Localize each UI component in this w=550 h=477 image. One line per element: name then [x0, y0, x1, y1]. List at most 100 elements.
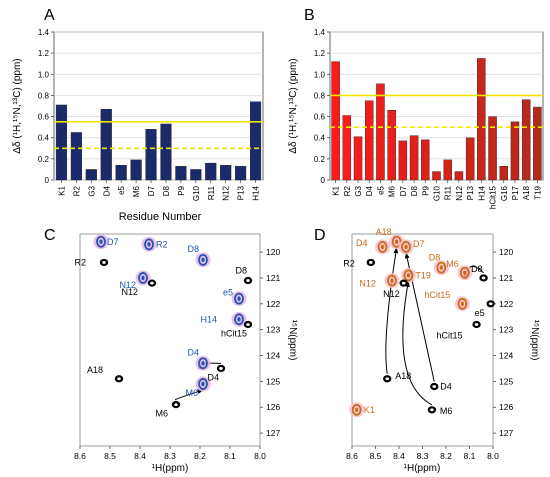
peak-label: hCit15: [437, 330, 463, 340]
peak-core: [404, 244, 408, 250]
peak-core: [406, 273, 410, 278]
y-tick-label: 123: [499, 325, 513, 335]
peak-core: [481, 276, 486, 280]
peak-label: K1: [364, 405, 375, 415]
y-tick-label: 1.4: [38, 28, 50, 37]
bar: [190, 169, 202, 181]
x-tick-label: hCit15: [489, 185, 498, 209]
peak-core: [463, 270, 467, 275]
y-tick-label: 124: [266, 351, 280, 361]
y-tick-label: 1.0: [38, 70, 50, 79]
peak-label: D4: [440, 382, 452, 392]
y-tick-label: 0.6: [314, 113, 326, 122]
y-tick-label: 127: [266, 428, 280, 438]
peak: [377, 241, 388, 253]
y-tick-label: 123: [266, 325, 280, 335]
peak: [459, 266, 470, 279]
x-tick-label: 8.2: [440, 451, 452, 461]
bar: [521, 99, 531, 181]
peak: [234, 313, 244, 326]
y-tick-label: 0.8: [314, 91, 326, 100]
peak-core: [150, 281, 154, 285]
bar: [454, 171, 464, 181]
x-tick-label: H14: [252, 185, 261, 200]
peak-label: hCit15: [221, 328, 247, 338]
x-axis-label: Residue Number: [119, 211, 202, 223]
x-tick-label: D4: [365, 185, 374, 196]
peak-core: [201, 361, 205, 366]
x-tick-label: M6: [388, 185, 397, 197]
peak-core: [474, 323, 479, 326]
nmr-spectrum-c: D7 R2 D8 N12 e5 H14 D4 M6 R2 N12 D8 hCit15 D4 A18 M6 1…: [74, 233, 298, 474]
x-tick-label: 8.5: [370, 451, 382, 461]
bar: [488, 116, 497, 181]
bar: [353, 136, 363, 181]
bar: [387, 110, 396, 181]
x-tick-label: D7: [399, 185, 408, 196]
peak-core: [488, 302, 493, 306]
x-tick-label: T19: [533, 185, 542, 199]
peak-core: [395, 239, 399, 244]
peak-label: D8: [187, 244, 199, 254]
x-tick-label: G3: [354, 185, 363, 196]
peak-label: A18: [395, 371, 411, 381]
x-axis-label: ¹H(ppm): [404, 463, 441, 474]
peak-label: e5: [223, 288, 233, 298]
y-tick-label: 0.4: [314, 134, 326, 143]
peak-core: [439, 265, 443, 270]
peak: [403, 269, 414, 282]
y-tick-label: 0.6: [38, 113, 50, 122]
shift-arrow: [404, 252, 435, 382]
x-tick-label: K1: [332, 185, 341, 195]
peak-label: A18: [376, 227, 392, 237]
bar: [55, 104, 68, 181]
bar: [331, 61, 340, 181]
peak-core: [102, 261, 106, 264]
x-tick-label: D4: [102, 185, 111, 196]
peak: [401, 241, 411, 253]
x-tick-label: N12: [222, 185, 231, 200]
y-tick-label: 127: [499, 428, 513, 438]
bar: [205, 162, 217, 181]
x-tick-label: D8: [410, 185, 419, 196]
bar: [477, 58, 486, 181]
peak-label: M6: [155, 409, 168, 419]
y-tick-label: 124: [499, 351, 513, 361]
bar: [398, 140, 408, 181]
bar: [365, 100, 374, 181]
y-tick-label: 125: [499, 376, 513, 386]
x-axis-label: ¹H(ppm): [152, 463, 189, 474]
peak-label: R2: [74, 257, 86, 267]
peak-core: [141, 275, 145, 281]
x-tick-label: 8.1: [464, 451, 476, 461]
peak: [436, 261, 447, 274]
nmr-spectrum-d: D4 A18 D7 D8 M6 T19 N12 hCit15 K1 R2 D8 e5 hCit15 N12…: [343, 227, 540, 474]
bar: [145, 129, 157, 181]
x-tick-label: A18: [522, 185, 531, 200]
peak-core: [401, 281, 406, 285]
y-tick-label: 1.2: [314, 49, 326, 58]
x-tick-label: 8.6: [74, 451, 86, 461]
peak-label: D7: [107, 237, 119, 247]
x-tick-label: G10: [192, 185, 201, 201]
peak: [351, 403, 362, 416]
y-axis-label: Δδ (¹H,¹⁵N,¹³C) (ppm): [12, 58, 23, 153]
peak-label: D4: [207, 372, 219, 382]
x-tick-label: 8.6: [346, 451, 358, 461]
y-tick-label: 121: [499, 273, 513, 283]
x-tick-label: 8.0: [254, 451, 266, 461]
peak-label: R2: [156, 239, 168, 249]
y-tick-label: 0.8: [38, 91, 50, 100]
peak-core: [380, 244, 385, 250]
bar-chart-a: 0 0.2 0.4 0.6 0.8 1.0 1.2 1.4 K1 R2 G3 D4 e5 M6 D7 D8 P…: [12, 28, 264, 223]
peak-label: hCit15: [424, 290, 450, 300]
bar: [432, 171, 441, 181]
bar-chart-b: 00.20.40.60.81.01.21.4 K1 R2 G3 D4 e5 M6 D7 D8 P…: [288, 28, 544, 209]
bar: [376, 83, 385, 181]
x-tick-label: G10: [433, 185, 442, 201]
peak-core: [237, 317, 241, 322]
bar: [421, 139, 430, 181]
x-tick-label: 8.4: [134, 451, 146, 461]
bar: [510, 121, 520, 181]
